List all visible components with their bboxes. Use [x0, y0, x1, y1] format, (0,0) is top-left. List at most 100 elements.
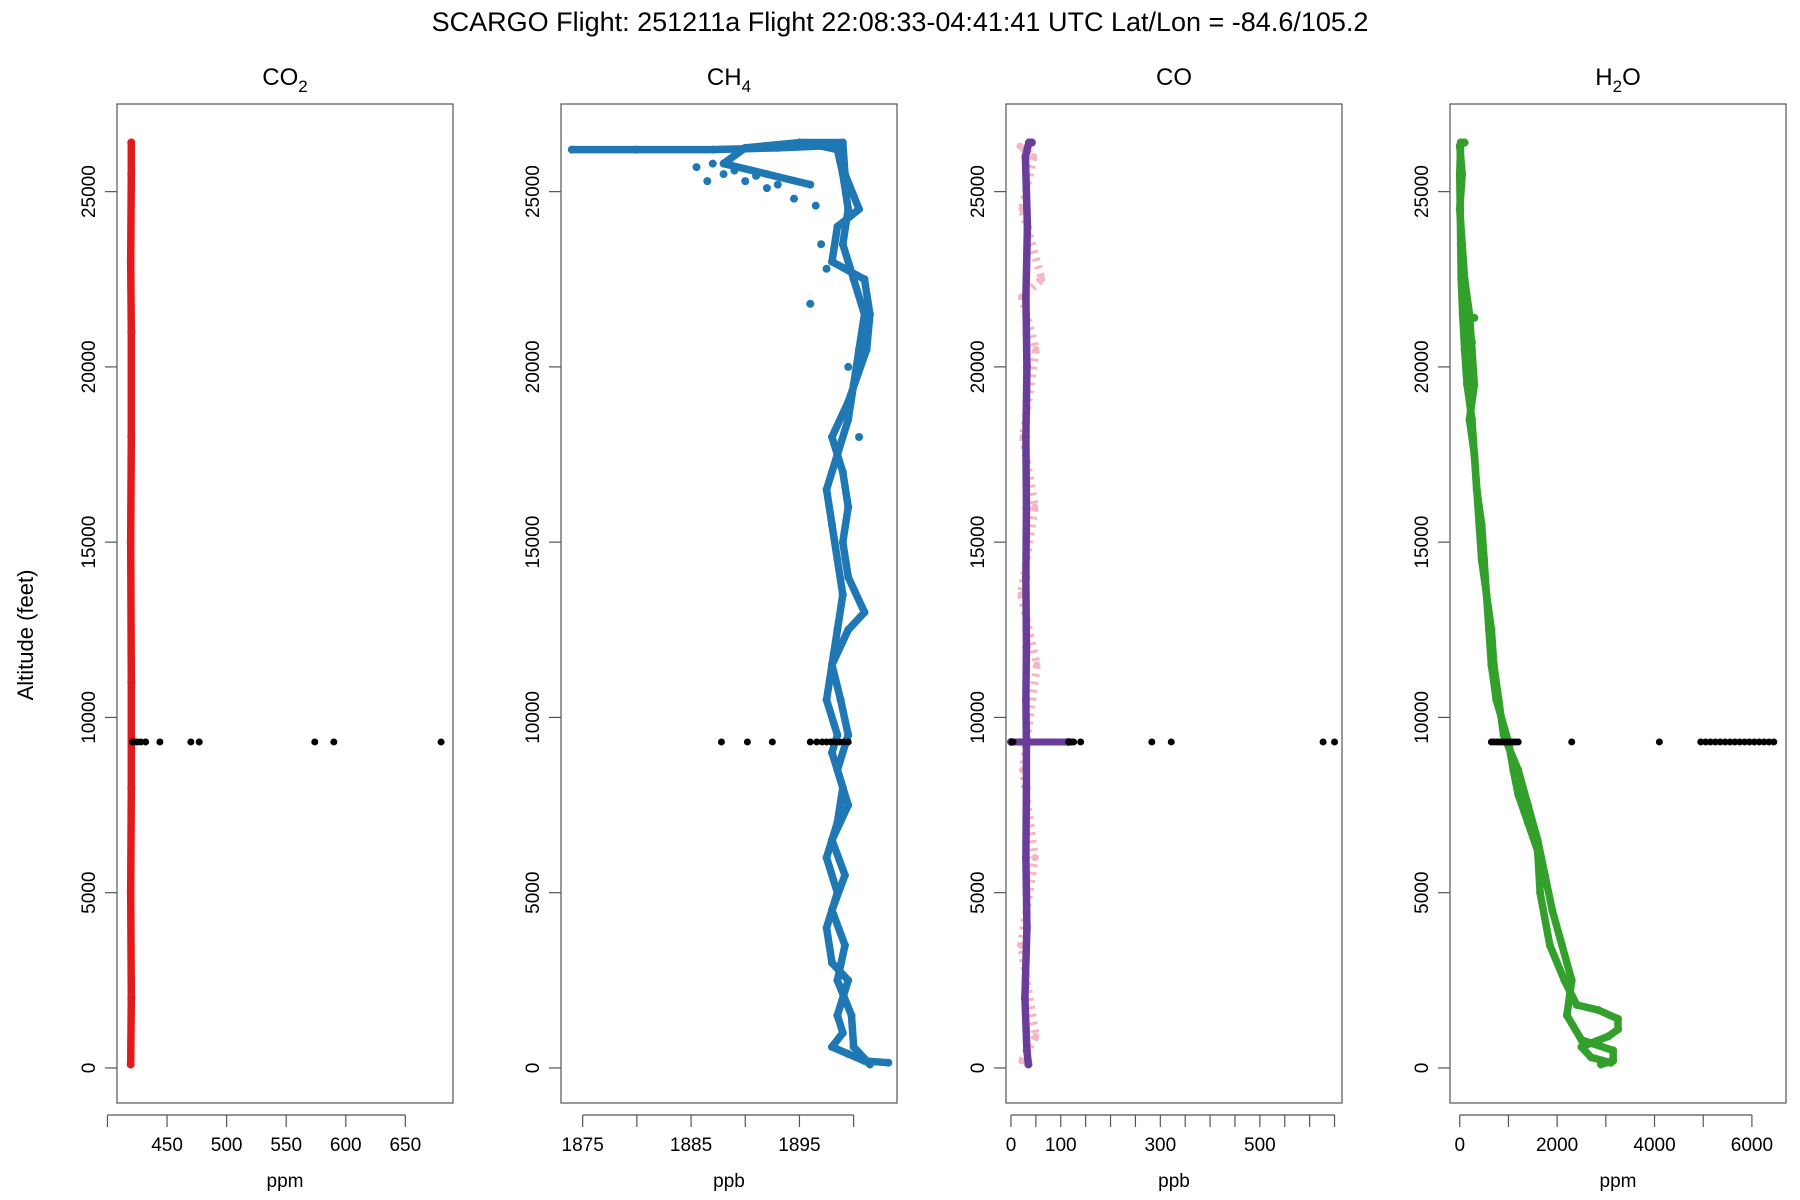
data-point: [833, 625, 842, 634]
data-point: [844, 738, 852, 746]
data-point: [1560, 976, 1569, 985]
data-point: [1567, 976, 1576, 985]
data-point: [1741, 738, 1749, 746]
data-point: [860, 608, 869, 617]
data-point: [127, 783, 136, 792]
data-point: [156, 738, 164, 746]
chart-panel-3: CO 0 5000 10000 15000 20000 25000 0 100 300 500 ppb: [968, 64, 1343, 1192]
data-point: [1021, 695, 1030, 704]
data-point: [1455, 205, 1464, 214]
data-point: [1533, 836, 1542, 845]
data-point: [838, 138, 847, 147]
data-point: [822, 264, 831, 273]
y-tick-label: 15000: [79, 516, 100, 569]
series-3: [1006, 737, 1073, 746]
x-axis-label: ppm: [1600, 1171, 1637, 1192]
data-point: [743, 738, 751, 746]
series-line: [719, 138, 874, 1069]
data-point: [822, 853, 831, 862]
series-line: [1021, 138, 1036, 1069]
data-point: [1731, 738, 1739, 746]
data-point: [1755, 738, 1763, 746]
y-tick-label: 10000: [1412, 691, 1433, 744]
y-tick-label: 25000: [79, 165, 100, 218]
x-tick-label: 550: [270, 1135, 302, 1156]
data-point: [762, 170, 771, 179]
series-line: [1455, 138, 1622, 1067]
data-point: [1489, 660, 1498, 669]
plot-frame: [116, 103, 454, 1104]
data-point: [741, 177, 750, 186]
data-point: [844, 573, 853, 582]
data-point: [1480, 555, 1489, 564]
data-point: [806, 738, 814, 746]
panel-title-main: CH: [707, 64, 742, 91]
data-point: [790, 194, 799, 203]
data-point: [1022, 923, 1031, 932]
data-point: [838, 240, 847, 249]
data-point: [844, 625, 853, 634]
data-point: [1494, 695, 1503, 704]
data-point: [1022, 503, 1031, 512]
x-tick-label: 1875: [562, 1135, 604, 1156]
panel-title-subscript: 2: [298, 77, 307, 96]
y-tick-label: 25000: [523, 165, 544, 218]
data-point: [752, 171, 761, 180]
y-tick-label: 10000: [523, 691, 544, 744]
data-point: [844, 801, 853, 810]
data-point: [1031, 854, 1039, 862]
data-point: [1760, 738, 1768, 746]
data-point: [1148, 738, 1156, 746]
data-point: [827, 1042, 836, 1051]
data-point: [1465, 415, 1474, 424]
data-point: [844, 1049, 853, 1058]
series-4: [1008, 738, 1339, 746]
data-point: [865, 310, 874, 319]
data-point: [844, 976, 853, 985]
data-point: [692, 163, 701, 172]
data-point: [127, 678, 136, 687]
x-tick-label: 0: [1006, 1135, 1017, 1156]
data-point: [762, 184, 771, 193]
plot-frame: [1005, 103, 1343, 1104]
series-1: [567, 142, 893, 1067]
series-4: [717, 738, 852, 746]
y-tick-label: 5000: [523, 872, 544, 914]
data-point: [1614, 1025, 1622, 1034]
data-point: [126, 1060, 135, 1069]
data-point: [849, 1042, 858, 1051]
data-point: [827, 836, 836, 845]
data-point: [1536, 888, 1545, 897]
data-point: [844, 397, 853, 406]
x-tick-label: 0: [1454, 1135, 1465, 1156]
data-point: [1614, 1014, 1622, 1023]
data-point: [822, 485, 831, 494]
data-point: [1458, 240, 1467, 249]
data-point: [1702, 738, 1710, 746]
panel-title-main: CO: [262, 64, 298, 91]
data-point: [187, 738, 195, 746]
data-point: [865, 1060, 874, 1069]
data-point: [708, 159, 717, 168]
data-point: [1721, 738, 1729, 746]
data-point: [838, 538, 847, 547]
data-point: [1711, 738, 1719, 746]
x-axis-label: ppb: [1158, 1171, 1190, 1192]
series-2: [1020, 138, 1036, 1069]
data-point: [844, 205, 853, 214]
y-tick-label: 15000: [1412, 516, 1433, 569]
data-point: [1470, 450, 1479, 459]
chart-panel-4: H2O 0 5000 10000 15000 20000 25000 0 2000 4000 600…: [1412, 64, 1787, 1192]
data-point: [1514, 738, 1522, 746]
data-point: [1540, 871, 1549, 880]
data-point: [1458, 310, 1467, 319]
series-2: [719, 138, 874, 1069]
y-tick-label: 0: [79, 1063, 100, 1074]
data-point: [127, 327, 136, 336]
data-point: [1736, 738, 1744, 746]
data-point: [1604, 1032, 1613, 1041]
plot-area: [126, 138, 445, 1069]
data-point: [1458, 170, 1467, 179]
y-tick-label: 5000: [1412, 872, 1433, 914]
data-point: [1463, 380, 1472, 389]
